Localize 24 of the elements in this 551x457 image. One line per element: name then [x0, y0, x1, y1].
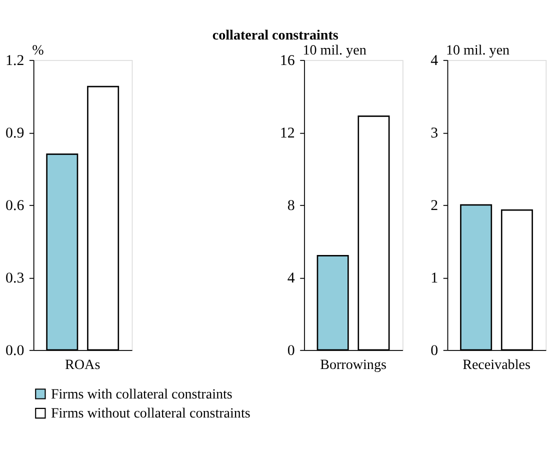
y-tick-label: 0	[287, 342, 295, 359]
y-tick-label: 0.0	[6, 342, 24, 359]
y-tick-label: 0.9	[6, 125, 24, 142]
y-axis-title: %	[32, 42, 44, 58]
y-tick-label: 1.2	[6, 52, 24, 69]
x-tick-label: ROAs	[65, 356, 100, 373]
y-axis-title: 10 mil. yen	[446, 42, 510, 58]
y-tick-label: 4	[287, 270, 296, 286]
y-tick-label: 3	[430, 125, 438, 142]
y-tick-label: 0	[430, 342, 438, 359]
y-tick-label: 4	[430, 52, 439, 69]
y-tick-label: 0.6	[6, 198, 25, 214]
legend-label: Firms without collateral constraints	[50, 406, 250, 422]
y-tick-label: 0.3	[6, 270, 24, 286]
y-tick-label: 12	[280, 125, 295, 142]
y-tick-label: 16	[280, 52, 296, 69]
x-tick-label: Receivables	[462, 356, 530, 373]
legend-label: Firms with collateral constraints	[50, 386, 232, 402]
x-tick-label: Borrowings	[320, 356, 386, 373]
y-tick-label: 8	[287, 198, 295, 214]
chart-title: collateral constraints	[212, 27, 339, 44]
y-axis-title: 10 mil. yen	[302, 42, 366, 58]
y-tick-label: 2	[430, 198, 438, 214]
y-tick-label: 1	[430, 270, 438, 286]
